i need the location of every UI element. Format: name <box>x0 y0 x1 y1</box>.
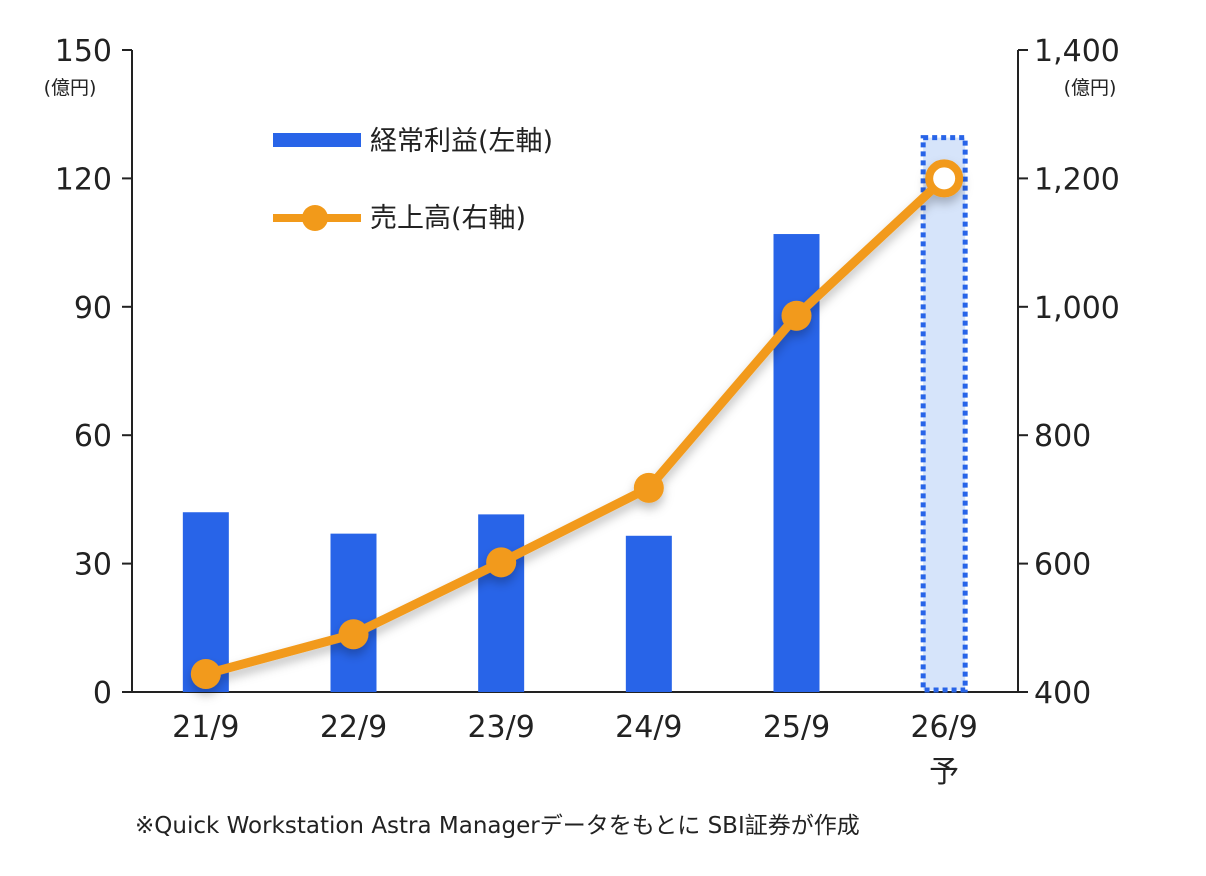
right-tick-label: 1,000 <box>1034 291 1120 326</box>
bar <box>625 535 672 692</box>
sales-line <box>201 173 949 679</box>
right-tick-label: 600 <box>1034 548 1091 583</box>
right-tick-label: 400 <box>1034 676 1091 711</box>
left-axis-ticks: 0 30 60 90 120 150 <box>55 34 132 711</box>
left-tick-label: 0 <box>93 676 112 711</box>
x-tick-label: 23/9 <box>467 710 534 745</box>
sales-point-forecast <box>925 159 964 198</box>
left-axis-unit: (億円) <box>44 77 97 99</box>
sales-point <box>486 547 517 578</box>
left-tick-label: 90 <box>74 291 112 326</box>
sales-point <box>338 619 369 650</box>
x-tick-sublabel: 予 <box>929 755 959 790</box>
sales-point <box>190 659 221 690</box>
legend: 経常利益(左軸) 売上高(右軸) <box>273 126 553 234</box>
left-tick-label: 120 <box>55 162 112 197</box>
right-tick-label: 1,400 <box>1034 34 1120 69</box>
legend-line-label: 売上高(右軸) <box>370 203 526 234</box>
left-tick-label: 60 <box>74 419 112 454</box>
right-tick-label: 800 <box>1034 419 1091 454</box>
right-axis-unit: (億円) <box>1064 77 1117 99</box>
bar <box>478 514 525 692</box>
bar-forecast <box>920 135 968 693</box>
bar-series-group <box>182 135 968 693</box>
x-tick-label: 25/9 <box>763 710 830 745</box>
sales-point <box>633 472 664 503</box>
line-series-group <box>190 159 964 690</box>
bar <box>330 533 377 692</box>
legend-bar-swatch <box>273 133 361 147</box>
x-tick-label: 22/9 <box>320 710 387 745</box>
source-note: ※Quick Workstation Astra Managerデータをもとに … <box>135 813 860 839</box>
left-tick-label: 150 <box>55 34 112 69</box>
legend-line-marker <box>302 205 328 231</box>
right-tick-label: 1,200 <box>1034 162 1120 197</box>
left-tick-label: 30 <box>74 548 112 583</box>
x-axis-tick-labels: 21/9 22/9 23/9 24/9 25/9 26/9 予 <box>172 710 978 790</box>
legend-bar-label: 経常利益(左軸) <box>370 126 553 157</box>
x-tick-label: 26/9 <box>910 710 977 745</box>
right-axis-ticks: 400 600 800 1,000 1,200 1,400 <box>1018 34 1120 711</box>
x-tick-label: 21/9 <box>172 710 239 745</box>
sales-point <box>781 300 812 331</box>
x-tick-label: 24/9 <box>615 710 682 745</box>
